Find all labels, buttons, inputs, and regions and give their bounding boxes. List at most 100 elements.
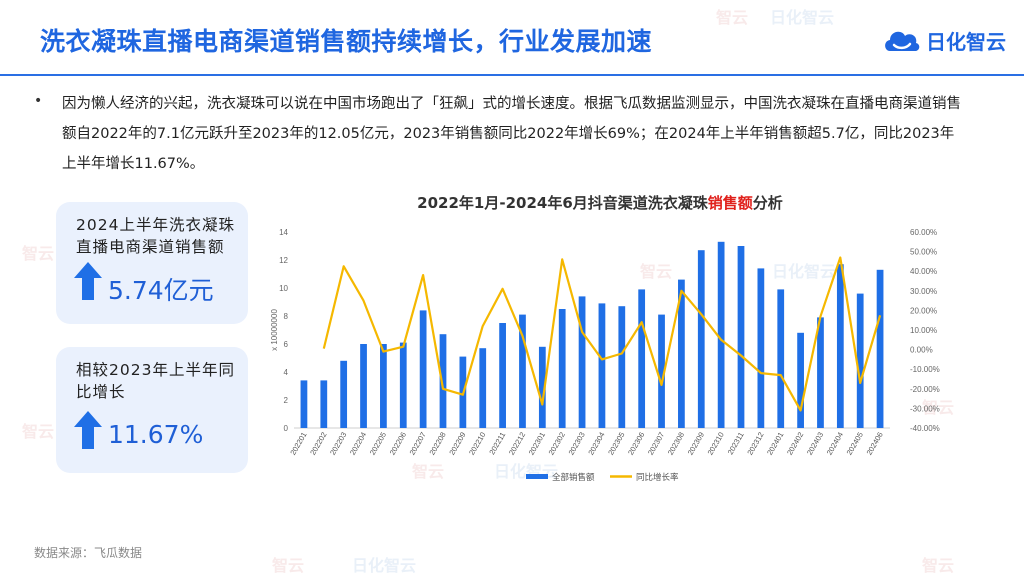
bar xyxy=(618,306,626,428)
y2-tick-label: -20.00% xyxy=(910,385,940,394)
chart-title: 2022年1月-2024年6月抖音渠道洗衣凝珠销售额分析 xyxy=(260,192,940,213)
stat-card-sales: 2024上半年洗衣凝珠直播电商渠道销售额 5.74亿元 xyxy=(56,202,248,324)
x-tick-label: 202201 xyxy=(288,431,308,457)
arrow-up-icon xyxy=(74,411,102,449)
watermark-text: 日化智云 xyxy=(352,556,417,575)
x-tick-label: 202406 xyxy=(865,431,885,457)
y-tick-label: 8 xyxy=(284,312,289,321)
x-tick-label: 202404 xyxy=(825,431,845,457)
chart-title-highlight: 销售额 xyxy=(707,194,753,212)
y2-tick-label: 0.00% xyxy=(910,346,933,355)
y2-tick-label: -10.00% xyxy=(910,365,940,374)
bar xyxy=(856,293,864,428)
x-tick-label: 202307 xyxy=(646,431,666,457)
bar xyxy=(419,310,427,428)
y-tick-label: 10 xyxy=(279,284,288,293)
x-tick-label: 202311 xyxy=(726,431,746,457)
x-tick-label: 202202 xyxy=(308,431,328,457)
x-tick-label: 202212 xyxy=(507,431,527,457)
summary-paragraph: 因为懒人经济的兴起，洗衣凝珠可以说在中国市场跑出了「狂飙」式的增长速度。根据飞瓜… xyxy=(62,96,961,172)
growth-rate-line xyxy=(322,256,882,412)
bar xyxy=(479,348,487,428)
x-tick-label: 202203 xyxy=(328,431,348,457)
brand-logo: 日化智云 xyxy=(882,20,1006,60)
bar xyxy=(538,346,546,428)
legend-swatch-sales xyxy=(526,474,548,479)
y-tick-label: 4 xyxy=(284,368,289,377)
bar xyxy=(717,241,725,428)
bar xyxy=(876,269,884,428)
y2-tick-label: 50.00% xyxy=(910,248,937,257)
chart-title-suffix: 分析 xyxy=(752,194,783,212)
bar xyxy=(360,344,367,428)
x-tick-label: 202312 xyxy=(745,431,765,457)
stat-card-value: 11.67% xyxy=(108,420,204,449)
x-tick-label: 202210 xyxy=(467,431,487,457)
watermark-text: 智云 xyxy=(272,556,305,575)
bar xyxy=(578,296,586,428)
legend-label: 全部销售额 xyxy=(552,472,595,482)
y2-tick-label: 60.00% xyxy=(910,228,937,237)
watermark-text: 日化智云 xyxy=(770,8,835,27)
bar xyxy=(797,332,804,428)
x-tick-label: 202209 xyxy=(447,431,467,457)
x-tick-label: 202301 xyxy=(527,431,547,457)
watermark-text: 智云 xyxy=(922,556,955,575)
y2-tick-label: -30.00% xyxy=(910,404,940,413)
watermark-text: 智云 xyxy=(22,244,55,263)
legend-label: 同比增长率 xyxy=(636,472,679,482)
x-tick-label: 202403 xyxy=(805,431,825,457)
y2-tick-label: 40.00% xyxy=(910,267,937,276)
sales-chart: 0 2 4 6 8 10 12 14 x 10000000 -40.00% -30.00% -20.0… xyxy=(270,228,940,482)
y-tick-label: 2 xyxy=(284,396,289,405)
y-tick-label: 6 xyxy=(284,340,289,349)
x-tick-label: 202302 xyxy=(547,431,567,457)
bar xyxy=(519,314,526,428)
y2-tick-label: -40.00% xyxy=(910,424,940,433)
x-tick-label: 202211 xyxy=(487,431,507,457)
y-tick-label: 0 xyxy=(284,424,289,433)
bar xyxy=(757,268,765,428)
bar xyxy=(340,360,348,428)
bar xyxy=(737,246,745,428)
bar xyxy=(817,317,824,428)
y2-tick-label: 10.00% xyxy=(910,326,937,335)
x-tick-label: 202402 xyxy=(785,431,805,457)
x-tick-label: 202303 xyxy=(567,431,587,457)
x-tick-label: 202204 xyxy=(348,431,368,457)
bar xyxy=(638,289,646,428)
x-tick-label: 202405 xyxy=(845,431,865,457)
stat-card-label: 2024上半年洗衣凝珠直播电商渠道销售额 xyxy=(76,216,235,256)
stat-card-label: 相较2023年上半年同比增长 xyxy=(76,361,235,401)
chart-title-prefix: 2022年1月-2024年6月抖音渠道洗衣凝珠 xyxy=(417,194,708,212)
bar xyxy=(777,289,785,428)
bar xyxy=(658,314,665,428)
bar xyxy=(439,334,447,428)
bar xyxy=(836,264,844,428)
bar xyxy=(399,342,407,428)
x-tick-label: 202205 xyxy=(368,431,388,457)
watermark-text: 智云 xyxy=(716,8,749,27)
x-tick-label: 202310 xyxy=(706,431,726,457)
bar xyxy=(380,344,387,428)
bar xyxy=(558,309,566,428)
page-title: 洗衣凝珠直播电商渠道销售额持续增长，行业发展加速 xyxy=(40,27,653,56)
x-tick-label: 202306 xyxy=(626,431,646,457)
y-axis-unit-label: x 10000000 xyxy=(270,309,279,351)
title-divider xyxy=(0,74,1024,76)
bar xyxy=(598,303,606,428)
bar xyxy=(499,323,506,428)
x-tick-label: 202309 xyxy=(686,431,706,457)
x-tick-label: 202206 xyxy=(388,431,408,457)
bar xyxy=(678,279,685,428)
y-tick-label: 14 xyxy=(279,228,288,237)
x-tick-label: 202208 xyxy=(427,431,447,457)
y-tick-label: 12 xyxy=(279,256,288,265)
bar xyxy=(300,380,308,428)
x-tick-label: 202308 xyxy=(666,431,686,457)
x-tick-label: 202207 xyxy=(408,431,428,457)
stat-card-growth: 相较2023年上半年同比增长 11.67% xyxy=(56,347,248,473)
y2-tick-label: 30.00% xyxy=(910,287,937,296)
data-source: 数据来源：飞瓜数据 xyxy=(34,546,143,560)
logo-text: 日化智云 xyxy=(926,29,1006,54)
